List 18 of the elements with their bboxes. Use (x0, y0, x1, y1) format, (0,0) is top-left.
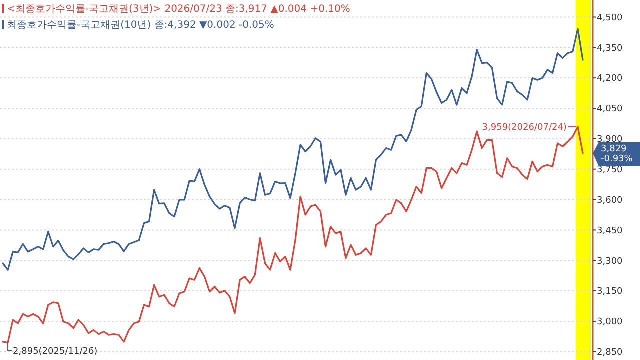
legend-label: <최종호가수익률-국고채권(3년)> 2026/07/23 종:3,917 ▲0.004 +0.10% (7, 4, 350, 15)
legend-label: 최종호가수익률-국고채권(10년) 종:4,392 ▼0.002 -0.05% (7, 20, 274, 31)
line-series (2, 28, 584, 271)
annotation: 3,959(2026/07/24) (482, 123, 567, 134)
y-tick-label: 3,900 (597, 135, 624, 146)
y-tick-label: 3,150 (597, 287, 624, 298)
y-tick-label: 3,600 (597, 196, 624, 206)
annotation: 2,895(2025/11/26) (13, 346, 98, 357)
y-tick-label: 4,350 (597, 44, 624, 54)
y-tick-label: 4,200 (597, 74, 624, 84)
y-tick-label: 3,300 (597, 256, 624, 267)
y-tick-label: 3,000 (597, 318, 624, 328)
y-tick-label: 4,500 (597, 13, 624, 24)
y-tick-label: 2,850 (597, 348, 624, 358)
y-tick-label: 4,050 (597, 104, 624, 115)
y-tick-label: 3,750 (597, 166, 624, 176)
text: 3,829 -0.93% (601, 144, 634, 164)
y-tick-label: 3,450 (597, 226, 624, 236)
